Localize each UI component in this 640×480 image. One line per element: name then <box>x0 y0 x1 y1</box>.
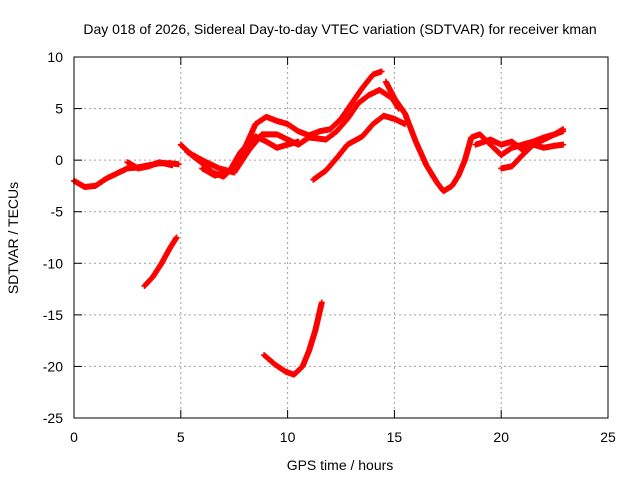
x-tick-label: 25 <box>600 429 616 445</box>
y-axis-label: SDTVAR / TECUs <box>5 182 21 294</box>
plot-frame <box>73 56 609 419</box>
data-point-marker <box>295 138 302 145</box>
y-tick-label: -5 <box>51 204 64 220</box>
y-tick-label: -10 <box>43 255 63 271</box>
chart-title: Day 018 of 2026, Sidereal Day-to-day VTE… <box>83 21 596 37</box>
series-track-3 <box>141 234 180 289</box>
y-tick-label: 10 <box>47 49 63 65</box>
x-tick-label: 15 <box>387 429 403 445</box>
y-tick-label: 5 <box>55 101 63 117</box>
data-point-marker <box>318 299 325 306</box>
y-tick-label: -20 <box>43 358 63 374</box>
data-point-marker <box>378 68 385 75</box>
series-track-11 <box>261 299 325 378</box>
x-axis-label: GPS time / hours <box>287 457 394 473</box>
x-tick-label: 0 <box>70 429 78 445</box>
data-point-marker <box>560 126 567 133</box>
y-tick-label: -25 <box>43 410 63 426</box>
series-track-10 <box>498 126 567 172</box>
x-tick-label: 20 <box>493 429 509 445</box>
data-point-marker <box>173 234 180 241</box>
series-track-6 <box>199 133 302 179</box>
data-points <box>71 68 567 378</box>
y-tick-label: 0 <box>55 152 63 168</box>
series-track-2 <box>124 159 176 172</box>
data-point-marker <box>560 141 567 148</box>
axis-ticks: 0 5 10 15 20 25 10 5 0 -5 -10 -15 -20 -25 <box>43 49 616 445</box>
y-tick-label: -15 <box>43 307 63 323</box>
series-track-7 <box>310 112 409 183</box>
x-tick-label: 10 <box>280 429 296 445</box>
data-point-marker <box>175 161 182 168</box>
x-tick-label: 5 <box>177 429 185 445</box>
data-point-marker <box>169 162 176 169</box>
